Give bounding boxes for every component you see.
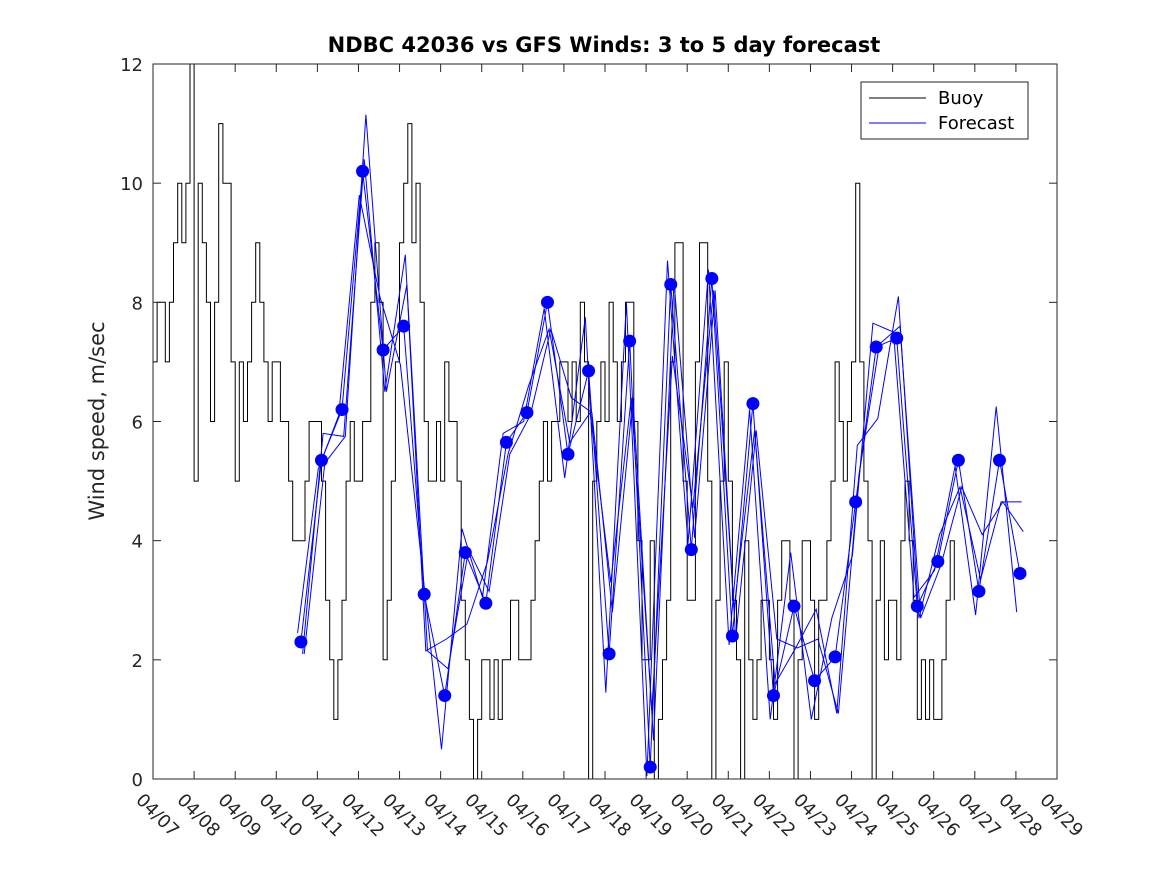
forecast-marker	[684, 543, 698, 557]
x-tick-label: 04/28	[994, 790, 1046, 842]
x-tick-label: 04/16	[501, 790, 553, 842]
y-tick-label: 10	[120, 174, 143, 195]
forecast-marker	[520, 406, 534, 420]
x-tick-label: 04/20	[666, 790, 718, 842]
forecast-marker	[910, 599, 924, 613]
forecast-marker	[869, 340, 883, 354]
forecast-marker	[992, 453, 1006, 467]
x-tick-label: 04/08	[173, 790, 225, 842]
forecast-markers	[294, 164, 1027, 774]
x-tick-label: 04/27	[953, 790, 1005, 842]
forecast-marker	[828, 650, 842, 664]
legend-buoy-label: Buoy	[938, 88, 984, 109]
x-tick-label: 04/29	[1035, 790, 1087, 842]
forecast-marker	[479, 596, 493, 610]
forecast-marker	[643, 760, 657, 774]
buoy-series	[153, 63, 955, 780]
y-tick-label: 12	[120, 55, 143, 76]
forecast-marker	[417, 587, 431, 601]
forecast-marker	[499, 435, 513, 449]
forecast-marker	[540, 295, 554, 309]
forecast-marker	[561, 447, 575, 461]
x-tick-label: 04/12	[337, 790, 389, 842]
x-tick-label: 04/18	[583, 790, 635, 842]
y-axis: 0 2 4 6 8 10 12	[120, 55, 1057, 791]
forecast-marker	[766, 689, 780, 703]
forecast-marker	[705, 272, 719, 285]
x-tick-label: 04/19	[625, 790, 677, 842]
legend: Buoy Forecast	[860, 81, 1029, 140]
chart-title: NDBC 42036 vs GFS Winds: 3 to 5 day fore…	[328, 33, 881, 57]
y-tick-label: 0	[132, 770, 143, 791]
forecast-marker	[356, 164, 370, 178]
forecast-marker	[808, 674, 822, 688]
forecast-marker	[602, 647, 616, 661]
forecast-line	[297, 195, 1018, 777]
x-tick-label: 04/15	[460, 790, 512, 842]
x-tick-label: 04/26	[912, 790, 964, 842]
forecast-marker	[314, 453, 328, 467]
y-axis-label: Wind speed, m/sec	[85, 321, 109, 520]
forecast-marker	[458, 546, 472, 560]
x-tick-label: 04/07	[131, 790, 183, 842]
x-tick-label: 04/13	[378, 790, 430, 842]
forecast-marker	[397, 319, 411, 333]
forecast-marker	[438, 689, 452, 703]
y-tick-label: 2	[132, 651, 143, 672]
forecast-line	[302, 159, 1022, 714]
x-tick-label: 04/25	[871, 790, 923, 842]
x-tick-label: 04/17	[542, 790, 594, 842]
forecast-marker	[664, 277, 678, 291]
forecast-marker	[890, 331, 904, 345]
forecast-marker	[849, 495, 863, 509]
forecast-marker	[335, 403, 349, 417]
x-tick-label: 04/21	[707, 790, 759, 842]
x-tick-label: 04/23	[789, 790, 841, 842]
y-tick-label: 4	[132, 532, 143, 553]
forecast-marker	[746, 397, 760, 411]
y-tick-label: 6	[132, 413, 143, 434]
x-tick-label: 04/09	[214, 790, 266, 842]
y-tick-label: 8	[132, 293, 143, 314]
legend-forecast-label: Forecast	[938, 113, 1014, 134]
plot-area	[152, 63, 1058, 780]
x-tick-label: 04/14	[419, 790, 471, 842]
x-tick-label: 04/22	[748, 790, 800, 842]
forecast-marker	[972, 584, 986, 598]
buoy-line	[153, 63, 955, 780]
forecast-marker	[931, 555, 945, 569]
forecast-marker	[951, 453, 965, 467]
forecast-marker	[725, 629, 739, 643]
forecast-marker	[1013, 566, 1027, 580]
forecast-marker	[582, 364, 596, 378]
x-tick-label: 04/11	[296, 790, 348, 842]
forecast-marker	[623, 334, 637, 348]
forecast-marker	[294, 635, 308, 649]
forecast-marker	[787, 599, 801, 613]
x-tick-label: 04/10	[255, 790, 307, 842]
x-tick-label: 04/24	[830, 790, 882, 842]
forecast-marker	[376, 343, 390, 357]
legend-box	[860, 81, 1029, 140]
